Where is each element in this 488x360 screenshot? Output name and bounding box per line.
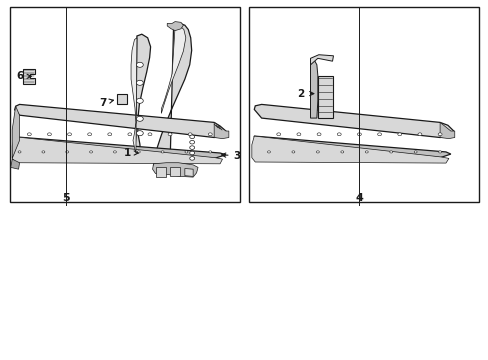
Text: 3: 3: [221, 150, 240, 161]
Polygon shape: [152, 163, 198, 177]
Polygon shape: [310, 55, 333, 65]
Circle shape: [161, 151, 164, 153]
Circle shape: [136, 98, 143, 103]
Circle shape: [296, 133, 300, 136]
Bar: [10, 7, 239, 202]
Circle shape: [397, 133, 401, 136]
Text: 1: 1: [123, 148, 138, 158]
Circle shape: [113, 151, 116, 153]
Polygon shape: [254, 136, 450, 158]
Text: 2: 2: [297, 89, 313, 99]
Polygon shape: [310, 58, 317, 118]
Bar: [249, 7, 478, 202]
Polygon shape: [170, 167, 180, 176]
Text: 6: 6: [16, 71, 31, 81]
Polygon shape: [23, 69, 35, 84]
Polygon shape: [251, 136, 448, 163]
Polygon shape: [134, 34, 150, 160]
Polygon shape: [161, 26, 185, 113]
Circle shape: [18, 151, 21, 153]
Text: 7: 7: [99, 98, 113, 108]
Circle shape: [365, 151, 367, 153]
Polygon shape: [15, 104, 225, 138]
Circle shape: [337, 133, 341, 136]
Circle shape: [189, 140, 194, 144]
Circle shape: [340, 151, 343, 153]
Circle shape: [67, 133, 71, 136]
Circle shape: [136, 116, 143, 121]
Circle shape: [128, 133, 132, 136]
Circle shape: [47, 133, 51, 136]
Circle shape: [137, 151, 140, 153]
Circle shape: [357, 133, 361, 136]
Polygon shape: [156, 167, 166, 177]
Circle shape: [189, 157, 194, 160]
Polygon shape: [317, 76, 332, 118]
Circle shape: [267, 151, 270, 153]
Circle shape: [136, 80, 143, 85]
Polygon shape: [184, 168, 193, 176]
Polygon shape: [12, 106, 20, 158]
Circle shape: [42, 151, 45, 153]
Circle shape: [27, 133, 31, 136]
Polygon shape: [167, 22, 183, 31]
Circle shape: [377, 133, 381, 136]
Polygon shape: [15, 137, 225, 158]
Circle shape: [136, 131, 143, 136]
Circle shape: [291, 151, 294, 153]
Circle shape: [417, 133, 421, 136]
Polygon shape: [254, 104, 453, 138]
Polygon shape: [153, 23, 191, 167]
Circle shape: [438, 151, 441, 153]
Circle shape: [188, 133, 192, 136]
Polygon shape: [131, 38, 137, 153]
Circle shape: [189, 146, 194, 149]
Circle shape: [89, 151, 92, 153]
Circle shape: [208, 133, 212, 136]
Circle shape: [107, 133, 111, 136]
Circle shape: [316, 151, 319, 153]
Circle shape: [413, 151, 416, 153]
Text: 4: 4: [355, 193, 363, 203]
Circle shape: [208, 151, 211, 153]
Polygon shape: [117, 94, 127, 104]
Polygon shape: [12, 137, 222, 164]
Circle shape: [87, 133, 91, 136]
Circle shape: [316, 133, 320, 136]
Circle shape: [65, 151, 68, 153]
Circle shape: [136, 62, 143, 67]
Polygon shape: [439, 122, 454, 139]
Circle shape: [148, 133, 152, 136]
Polygon shape: [11, 159, 20, 169]
Circle shape: [189, 135, 194, 139]
Circle shape: [189, 151, 194, 155]
Circle shape: [389, 151, 392, 153]
Circle shape: [276, 133, 280, 136]
Polygon shape: [214, 122, 228, 139]
Circle shape: [437, 133, 441, 136]
Circle shape: [168, 133, 172, 136]
Circle shape: [184, 151, 187, 153]
Text: 5: 5: [62, 193, 70, 203]
